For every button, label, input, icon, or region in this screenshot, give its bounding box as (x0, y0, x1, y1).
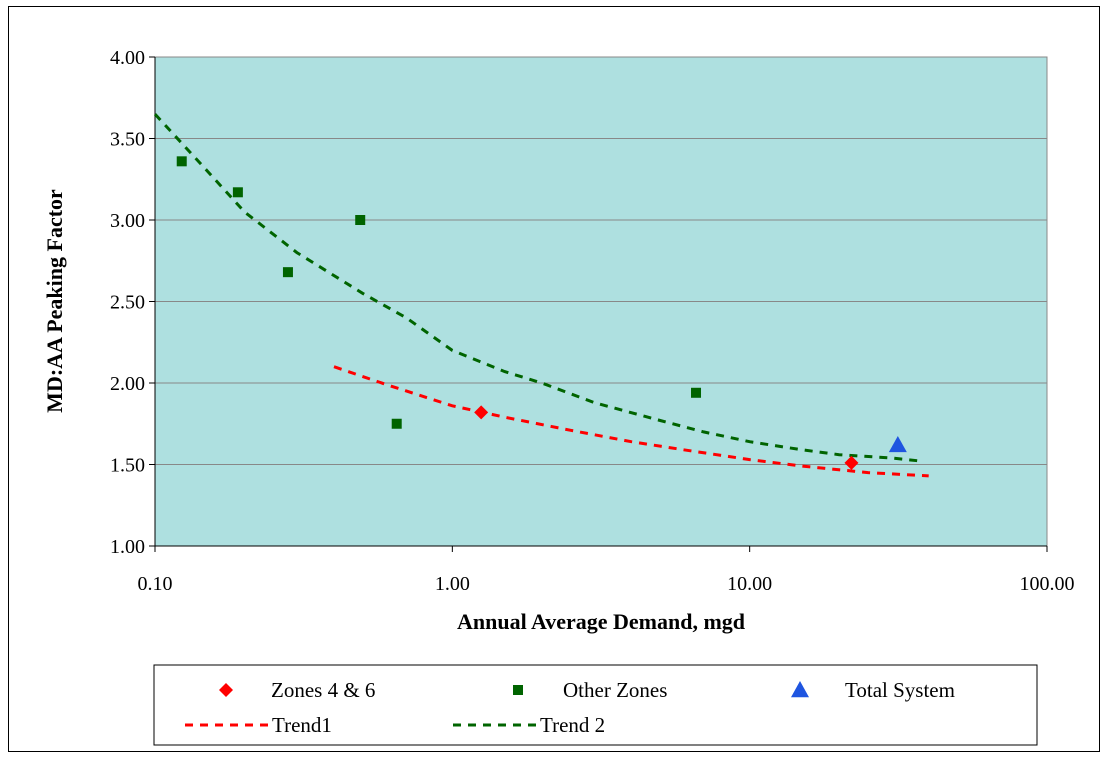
data-series (153, 113, 929, 478)
x-tick-label: 10.00 (727, 573, 772, 595)
data-point (282, 267, 293, 278)
y-tick-label: 2.50 (110, 292, 145, 314)
x-tick-label: 100.00 (1020, 573, 1075, 595)
data-point (176, 156, 187, 167)
trend-line (333, 365, 929, 478)
grid-lines (155, 138, 1047, 465)
data-point (232, 187, 243, 198)
x-tick-label: 1.00 (435, 573, 470, 595)
y-tick-label: 2.00 (110, 373, 145, 395)
y-tick-label: 3.00 (110, 210, 145, 232)
legend-label: Trend 2 (540, 713, 605, 737)
legend-marker (513, 685, 523, 695)
x-tick-label: 0.10 (138, 573, 173, 595)
data-point (691, 387, 702, 398)
y-tick-label: 3.50 (110, 129, 145, 151)
x-tick-labels: 0.10 1.00 10.00 100.00 (138, 573, 1075, 595)
legend-marker (791, 681, 809, 698)
data-point (474, 405, 489, 420)
y-tick-label: 4.00 (110, 47, 145, 69)
legend-marker (219, 683, 233, 697)
legend: Zones 4 & 6 Other Zones Total System Trend1… (185, 678, 955, 737)
legend-label: Other Zones (563, 678, 667, 702)
data-point (844, 455, 859, 470)
data-point (888, 435, 907, 453)
data-point (391, 418, 402, 429)
y-tick-labels: 1.00 1.50 2.00 2.50 3.00 3.50 4.00 (110, 47, 145, 558)
y-tick-label: 1.00 (110, 536, 145, 558)
y-axis-title: MD:AA Peaking Factor (42, 189, 67, 413)
axes (149, 56, 1048, 552)
y-tick-label: 1.50 (110, 455, 145, 477)
x-axis-title: Annual Average Demand, mgd (457, 609, 745, 634)
legend-label: Total System (845, 678, 955, 702)
legend-label: Trend1 (272, 713, 332, 737)
legend-box (153, 664, 1038, 746)
legend-label: Zones 4 & 6 (271, 678, 375, 702)
data-point (355, 215, 366, 225)
